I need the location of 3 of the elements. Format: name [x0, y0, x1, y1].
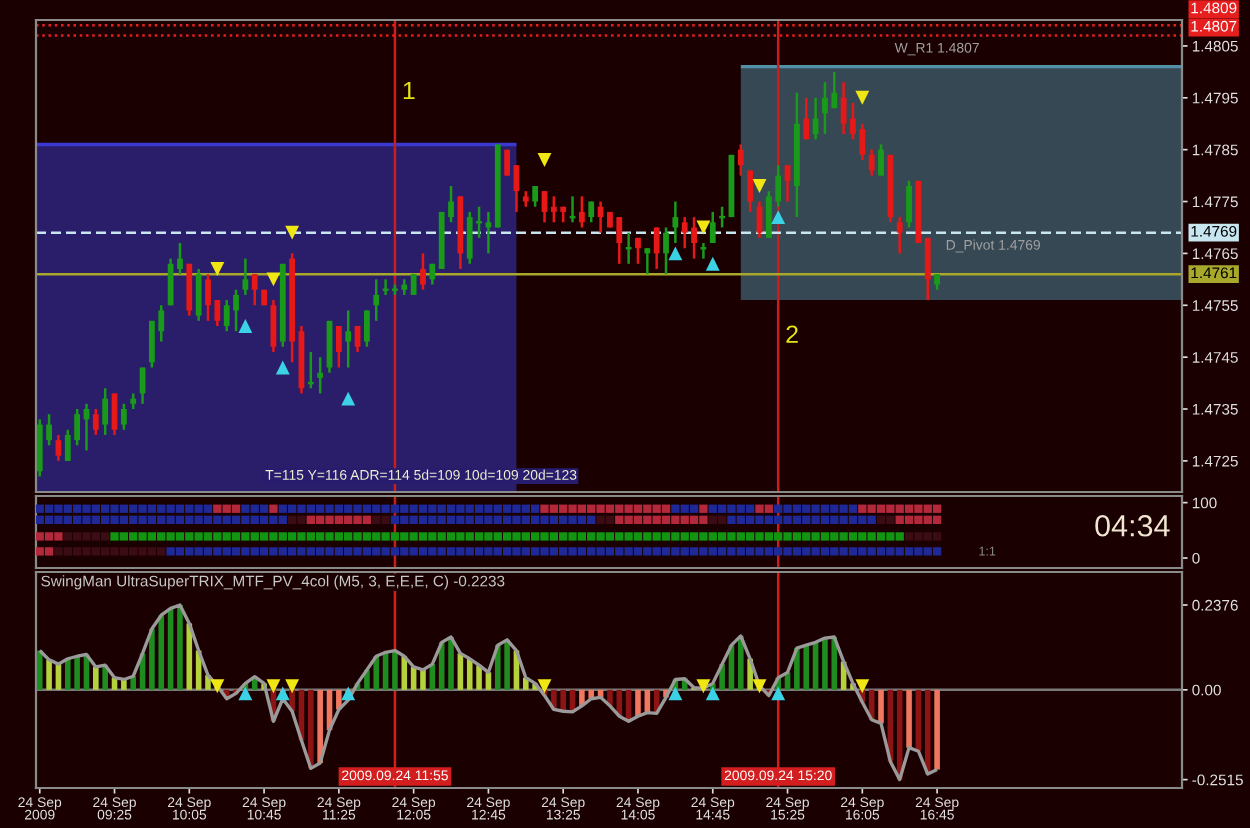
annotation: 1 — [403, 81, 415, 100]
annotation: 04:34 — [1095, 514, 1170, 537]
annotation: 2 — [786, 325, 798, 343]
